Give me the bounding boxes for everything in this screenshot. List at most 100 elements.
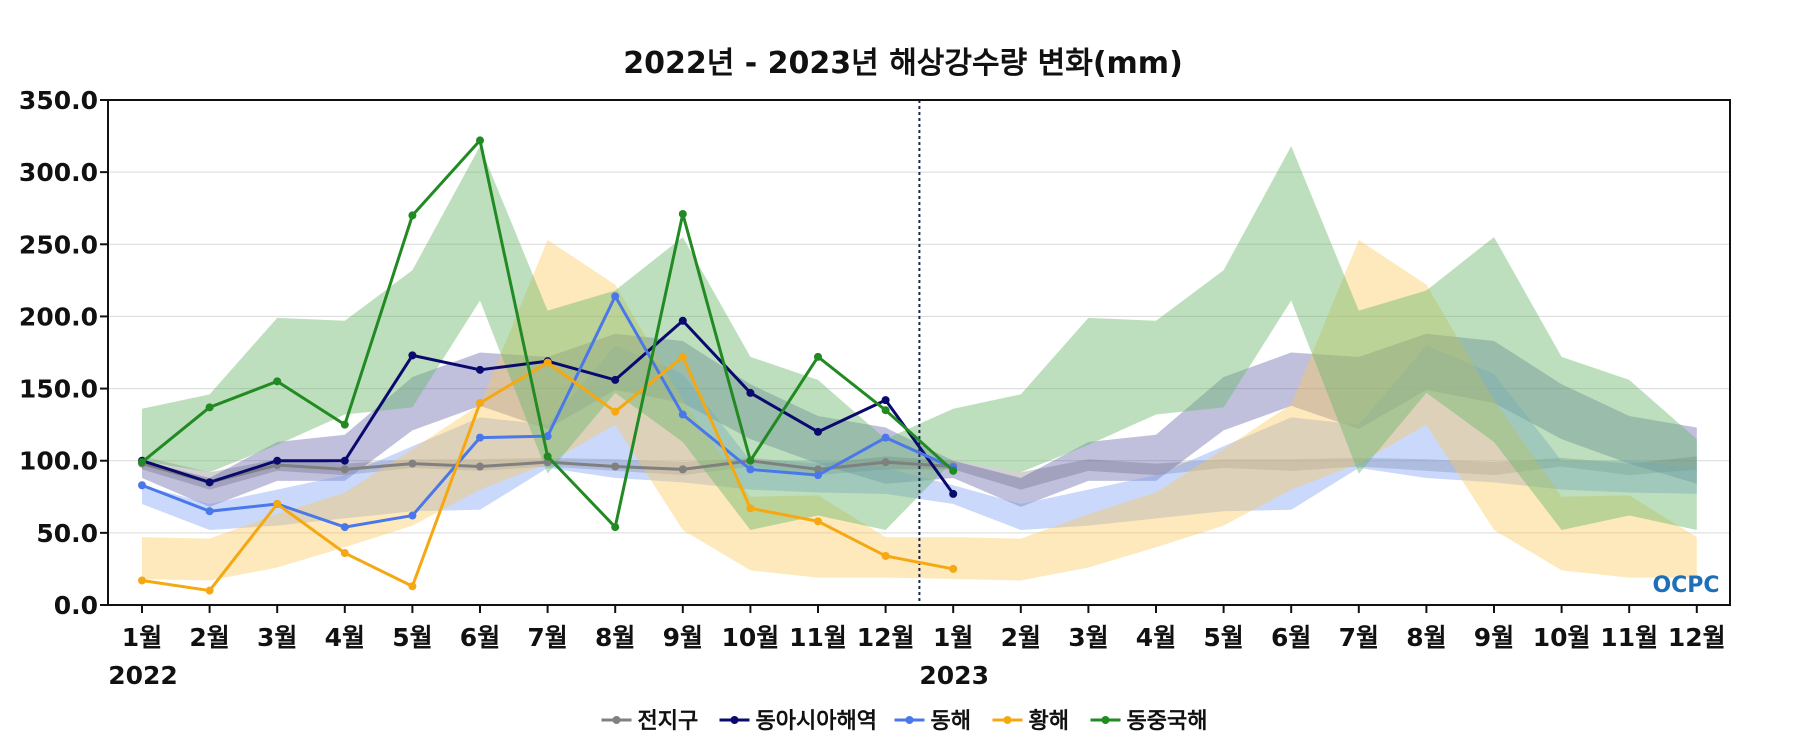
legend-marker [1101,716,1110,724]
data-point-동해 [881,433,890,442]
data-point-전지구 [678,465,687,474]
data-point-황해 [543,358,552,367]
data-point-동중국해 [746,456,755,465]
y-tick-label: 250.0 [19,230,98,259]
ocpc-logo: OCPC [1652,573,1719,598]
data-point-동중국해 [881,406,890,415]
data-point-동아시아해역 [408,351,417,360]
x-tick-label: 7월 [527,623,567,652]
legend-label: 동중국해 [1127,709,1208,734]
data-point-동해 [205,507,214,516]
data-point-동해 [408,511,417,520]
legend-item: 동중국해 [1090,709,1208,734]
data-point-전지구 [476,462,484,471]
data-point-동해 [611,292,620,301]
band-황해 [142,239,1697,581]
data-point-동아시아해역 [476,365,484,374]
data-point-동중국해 [949,466,958,475]
x-tick-label: 6월 [460,623,500,652]
x-tick-label: 12월 [857,623,915,652]
data-point-황해 [205,586,214,595]
data-point-전지구 [881,458,890,467]
data-point-동해 [746,465,755,474]
x-tick-label: 11월 [1600,623,1658,652]
x-tick-label: 4월 [325,623,365,652]
y-tick-label: 200.0 [19,302,98,331]
data-point-동해 [476,433,484,442]
x-tick-label: 5월 [392,623,432,652]
data-point-동아시아해역 [881,396,890,405]
data-point-동아시아해역 [611,375,620,384]
legend-item: 동해 [894,709,971,734]
x-tick-label: 2월 [1001,623,1041,652]
x-tick-label: 10월 [1533,623,1591,652]
x-tick-label: 4월 [1136,623,1176,652]
x-axis-ticks: 1월 2월 3월 4월 5월 6월 7월 8월 9월 10월 11월 12월 1월 2월 3월 4월 5월 6월 7… [122,605,1726,652]
series-lines [138,136,958,595]
data-point-동아시아해역 [205,478,214,487]
data-point-동아시아해역 [746,388,755,397]
x-tick-label: 9월 [1474,623,1514,652]
data-point-동해 [814,471,822,480]
y-tick-label: 0.0 [54,591,98,620]
data-point-동아시아해역 [678,316,687,325]
data-point-동중국해 [138,458,146,467]
legend: 전지구 동아시아해역 동해 황해 동중국해 [601,709,1208,734]
data-point-황해 [138,576,146,585]
y-tick-label: 300.0 [19,158,98,187]
data-point-황해 [340,549,349,558]
data-point-동중국해 [543,452,552,461]
data-point-전지구 [340,465,349,474]
legend-item: 전지구 [601,709,699,734]
data-point-황해 [746,504,755,513]
data-point-동중국해 [678,209,687,218]
x-tick-label: 1월 [122,623,162,652]
legend-label: 동해 [931,709,971,734]
data-point-동중국해 [476,136,484,145]
x-tick-label: 1월 [933,623,973,652]
data-point-황해 [273,500,282,508]
legend-marker [612,716,621,724]
data-point-동아시아해역 [273,456,282,465]
band-동해 [142,345,1697,530]
data-point-동해 [138,481,146,490]
band-동중국해 [142,146,1697,530]
x-tick-label: 9월 [663,623,703,652]
data-point-동해 [543,432,552,441]
chart-title: 2022년 - 2023년 해상강수량 변화(mm) [623,46,1183,81]
data-point-황해 [611,407,620,416]
legend-marker [905,716,914,724]
year-label: 2022 [108,661,178,690]
legend-marker [1003,716,1012,724]
x-tick-label: 3월 [1068,623,1108,652]
legend-item: 동아시아해역 [719,709,877,734]
data-point-황해 [476,399,484,407]
plot-frame [107,99,1731,606]
data-point-황해 [408,582,417,591]
data-point-동아시아해역 [949,489,958,498]
y-tick-label: 100.0 [19,447,98,476]
year-label: 2023 [919,661,989,690]
x-tick-label: 5월 [1203,623,1243,652]
data-point-동해 [678,410,687,419]
y-tick-label: 150.0 [19,375,98,404]
y-tick-label: 50.0 [36,519,98,548]
data-point-동아시아해역 [340,456,349,465]
data-point-동중국해 [205,403,214,412]
x-tick-label: 6월 [1271,623,1311,652]
data-point-전지구 [611,462,620,471]
data-point-전지구 [408,459,417,468]
data-point-황해 [678,352,687,361]
data-point-황해 [949,564,958,573]
logo-text: OCPC [1652,573,1719,598]
data-point-동중국해 [611,523,620,532]
data-point-동중국해 [814,352,822,361]
data-point-황해 [881,551,890,560]
data-point-전지구 [814,465,822,474]
x-tick-label: 7월 [1339,623,1379,652]
x-tick-label: 3월 [257,623,297,652]
legend-label: 전지구 [638,709,699,734]
legend-label: 동아시아해역 [756,709,877,734]
data-point-동아시아해역 [814,427,822,436]
